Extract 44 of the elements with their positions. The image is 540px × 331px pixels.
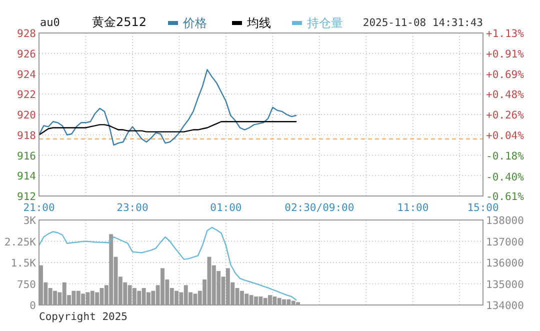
y-tick-label: 926 bbox=[17, 48, 36, 60]
legend-label: 价格 bbox=[182, 16, 207, 30]
y-tick-label: 922 bbox=[17, 89, 36, 102]
y-tick-label: 914 bbox=[17, 170, 36, 183]
y2-tick-label: 137000 bbox=[486, 236, 524, 248]
y2-tick-label: +0.26% bbox=[486, 110, 525, 122]
y2-tick-label: +0.04% bbox=[486, 130, 525, 142]
x-tick-label: 15:00 bbox=[467, 202, 499, 214]
y2-tick-label: 134000 bbox=[486, 300, 524, 312]
y-tick-label: 916 bbox=[17, 150, 36, 162]
y2-tick-label: -0.40% bbox=[486, 171, 525, 184]
x-tick-label: 01:00 bbox=[210, 202, 242, 214]
x-tick-label: 21:00 bbox=[23, 202, 55, 214]
y2-tick-label: +0.91% bbox=[486, 48, 525, 61]
chart-subtitle: au0 bbox=[40, 16, 60, 29]
text: Copyright 2025 bbox=[39, 311, 128, 323]
text: 2025-11-08 14:31:43 bbox=[362, 17, 483, 29]
y2-tick-label: 135000 bbox=[486, 278, 524, 291]
legend-label: 持仓量 bbox=[307, 16, 343, 30]
x-tick-label: 23:00 bbox=[116, 202, 148, 214]
y-tick-label: 3K bbox=[23, 215, 37, 227]
y-tick-label: 0 bbox=[30, 300, 36, 312]
x-tick-label: 02:30/09:00 bbox=[284, 202, 354, 214]
y-tick-label: 1.5K bbox=[10, 258, 37, 270]
y2-tick-label: 138000 bbox=[486, 215, 524, 227]
y2-tick-label: 136000 bbox=[486, 258, 524, 270]
y2-tick-label: +0.69% bbox=[486, 69, 525, 82]
y2-tick-label: +0.48% bbox=[486, 88, 525, 101]
y-tick-label: 920 bbox=[17, 110, 36, 122]
line-series bbox=[38, 226, 297, 300]
y-tick-label: 750 bbox=[17, 278, 36, 291]
chart-title: 黄金2512 bbox=[92, 15, 147, 29]
y-tick-label: 918 bbox=[17, 130, 36, 142]
line-series bbox=[38, 69, 297, 146]
y-tick-label: 928 bbox=[17, 28, 36, 40]
legend-label: 均线 bbox=[246, 16, 271, 30]
y-tick-label: 924 bbox=[17, 68, 36, 81]
y2-tick-label: +1.13% bbox=[486, 28, 525, 40]
y2-tick-label: -0.61% bbox=[486, 191, 525, 203]
x-tick-label: 11:00 bbox=[397, 202, 429, 214]
y2-tick-label: -0.18% bbox=[486, 150, 525, 163]
line-series bbox=[38, 121, 297, 136]
y-tick-label: 912 bbox=[17, 191, 36, 203]
y-tick-label: 2.25K bbox=[4, 236, 37, 248]
